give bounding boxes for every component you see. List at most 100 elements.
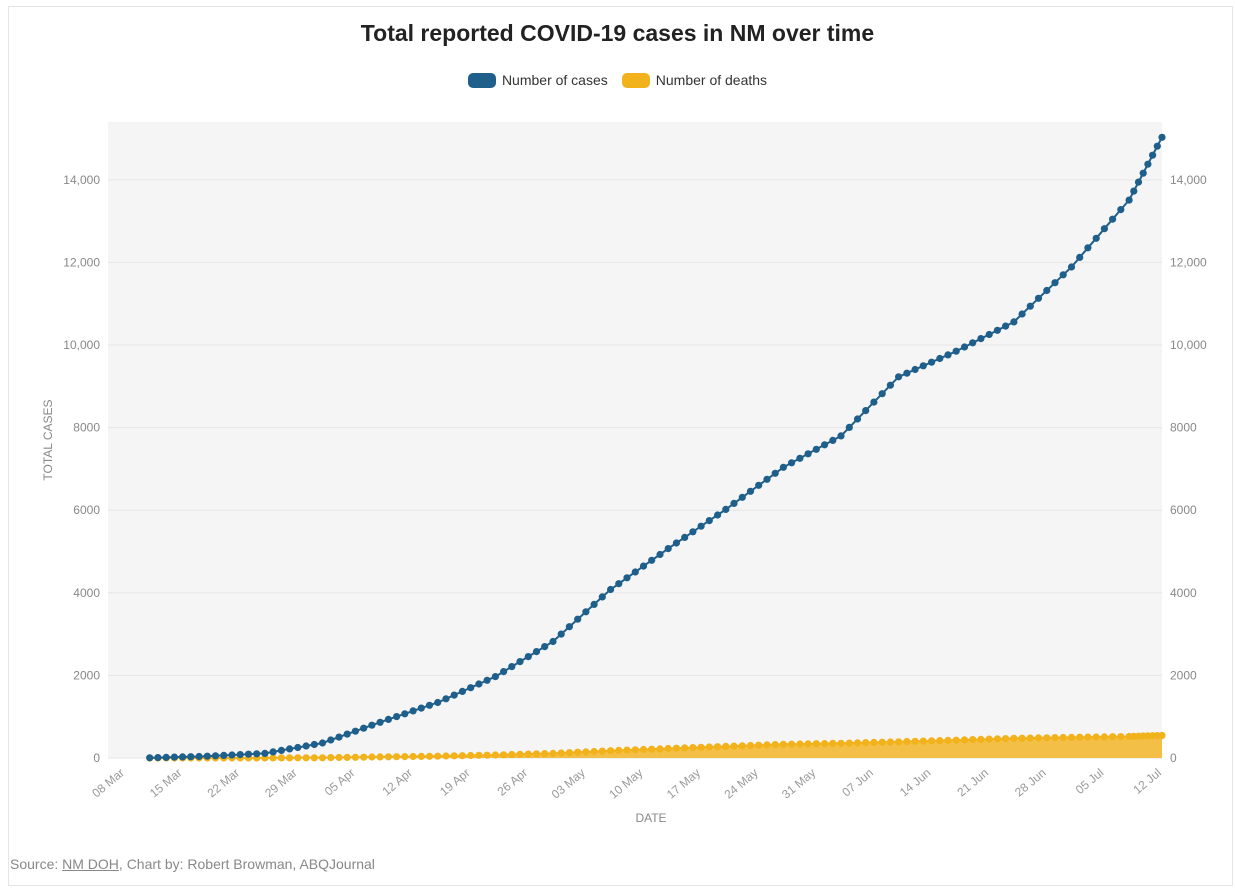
deaths-point bbox=[664, 744, 672, 753]
cases-point bbox=[969, 339, 977, 347]
cases-point bbox=[532, 648, 541, 656]
deaths-area bbox=[149, 735, 1162, 758]
deaths-point bbox=[368, 753, 376, 761]
source-link[interactable]: NM DOH bbox=[62, 856, 119, 872]
deaths-point bbox=[582, 748, 590, 756]
cases-point bbox=[738, 493, 746, 501]
deaths-point bbox=[318, 754, 327, 762]
deaths-point bbox=[425, 752, 434, 760]
cases-point bbox=[689, 528, 697, 536]
deaths-point bbox=[458, 752, 466, 760]
legend-item-deaths[interactable]: Number of deaths bbox=[621, 72, 768, 88]
cases-point bbox=[442, 695, 450, 703]
deaths-point bbox=[738, 742, 746, 750]
cases-point bbox=[1010, 318, 1018, 326]
deaths-point bbox=[483, 751, 491, 759]
deaths-point bbox=[862, 739, 870, 747]
cases-point bbox=[878, 390, 886, 398]
cases-point bbox=[944, 351, 952, 359]
cases-point bbox=[1130, 187, 1138, 195]
cases-point bbox=[574, 615, 582, 623]
cases-point bbox=[771, 469, 779, 477]
cases-point bbox=[705, 517, 713, 525]
deaths-point bbox=[689, 744, 697, 752]
deaths-point bbox=[532, 750, 541, 758]
deaths-point bbox=[343, 753, 351, 762]
deaths-point bbox=[1100, 733, 1108, 741]
deaths-point bbox=[1002, 735, 1010, 743]
cases-point bbox=[1002, 322, 1010, 330]
deaths-point bbox=[821, 740, 829, 748]
cases-point bbox=[1100, 225, 1108, 233]
cases-point bbox=[730, 499, 738, 507]
cases-point bbox=[952, 347, 960, 355]
deaths-point bbox=[969, 736, 977, 744]
y-tick-label-right: 6000 bbox=[1170, 503, 1197, 517]
y-tick-label-right: 8000 bbox=[1170, 421, 1197, 435]
deaths-point bbox=[327, 754, 335, 762]
cases-point bbox=[1076, 253, 1084, 261]
cases-point bbox=[928, 358, 936, 366]
deaths-point bbox=[475, 751, 483, 759]
deaths-point bbox=[623, 746, 631, 754]
deaths-point bbox=[450, 752, 458, 760]
cases-point bbox=[253, 750, 261, 758]
deaths-point bbox=[812, 740, 820, 748]
legend-item-cases[interactable]: Number of cases bbox=[467, 72, 608, 88]
cases-point bbox=[936, 354, 944, 363]
cases-point bbox=[639, 562, 648, 570]
cases-point bbox=[755, 481, 763, 489]
deaths-point bbox=[286, 754, 294, 762]
cases-point bbox=[804, 450, 812, 458]
deaths-point bbox=[1109, 733, 1117, 741]
cases-point bbox=[985, 330, 993, 339]
x-tick-label: 28 Jun bbox=[1012, 766, 1049, 800]
cases-point bbox=[376, 718, 384, 726]
deaths-point bbox=[952, 736, 960, 744]
deaths-point bbox=[656, 745, 664, 753]
deaths-point bbox=[788, 740, 796, 748]
deaths-point bbox=[886, 738, 895, 746]
cases-point bbox=[697, 522, 705, 530]
deaths-point bbox=[796, 740, 804, 748]
cases-point bbox=[845, 423, 853, 431]
deaths-point bbox=[853, 739, 862, 747]
cases-point bbox=[1144, 160, 1152, 168]
cases-point bbox=[993, 326, 1002, 334]
chart-title: Total reported COVID-19 cases in NM over… bbox=[360, 20, 875, 46]
deaths-point bbox=[837, 739, 845, 747]
cases-point bbox=[277, 746, 285, 755]
deaths-point bbox=[911, 737, 919, 745]
x-tick-label: 26 Apr bbox=[495, 766, 531, 799]
x-tick-label: 15 Mar bbox=[147, 766, 185, 801]
cases-point bbox=[598, 593, 606, 601]
legend-label-cases: Number of cases bbox=[501, 72, 608, 88]
deaths-point bbox=[467, 751, 475, 760]
source-credit: Source: NM DOH, Chart by: Robert Browman… bbox=[10, 856, 375, 872]
cases-point bbox=[870, 398, 878, 406]
deaths-point bbox=[335, 753, 343, 762]
x-tick-label: 12 Jul bbox=[1130, 766, 1164, 797]
cases-point bbox=[886, 381, 895, 389]
legend-label-deaths: Number of deaths bbox=[655, 72, 768, 88]
cases-point bbox=[467, 684, 475, 692]
deaths-point bbox=[714, 743, 722, 751]
cases-point bbox=[228, 751, 236, 759]
deaths-point bbox=[607, 747, 615, 755]
cases-point bbox=[154, 754, 162, 762]
cases-point bbox=[179, 753, 187, 761]
x-tick-label: 08 Mar bbox=[89, 766, 127, 801]
deaths-point bbox=[598, 747, 606, 755]
x-tick-label: 21 Jun bbox=[954, 766, 991, 800]
cases-point bbox=[1092, 234, 1100, 242]
cases-point bbox=[1139, 169, 1147, 177]
cases-point bbox=[1059, 271, 1067, 279]
deaths-point bbox=[1158, 731, 1166, 740]
y-tick-label-left: 6000 bbox=[73, 503, 100, 517]
y-tick-label-left: 8000 bbox=[73, 421, 100, 435]
cases-point bbox=[508, 663, 516, 671]
deaths-point bbox=[1067, 733, 1076, 742]
cases-point bbox=[714, 511, 722, 519]
deaths-point bbox=[928, 737, 936, 745]
cases-point bbox=[960, 343, 969, 351]
